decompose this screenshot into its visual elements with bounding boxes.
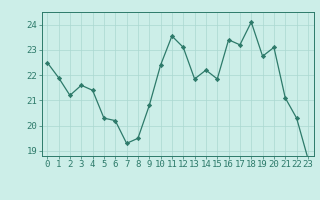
Text: Humidex (Indice chaleur): Humidex (Indice chaleur): [85, 183, 235, 193]
